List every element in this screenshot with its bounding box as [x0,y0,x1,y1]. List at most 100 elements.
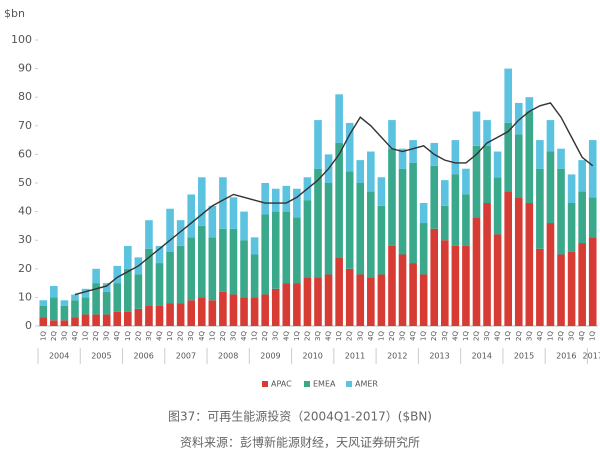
x-tick-label: 2Q [177,331,185,341]
x-tick-label: 1Q [293,331,301,341]
bar-segment [440,240,449,326]
bar-segment [483,120,491,146]
bar-segment [345,122,354,172]
bar-segment [50,285,58,298]
bar-segment [229,228,238,295]
x-tick-label: 1Q [546,331,554,341]
bar-segment [145,248,153,306]
bar-segment [113,283,122,312]
x-tick-label: 4Q [536,331,544,341]
bar-segment [92,283,100,315]
bar-segment [134,274,143,309]
bar-segment [60,300,69,306]
bar-segment [271,288,280,326]
bar-segment [536,140,544,169]
y-tick-label: 20 [18,262,32,275]
x-tick-label: 1Q [39,331,47,341]
x-tick-label: 1Q [420,331,428,341]
x-tick-label: 1Q [124,331,132,341]
trend-line [74,102,594,296]
bar-segment [472,111,481,146]
x-tick-label: 4Q [198,331,206,341]
bar-segment [567,174,576,204]
x-tick-label: 4Q [578,331,586,341]
x-tick-label: 2Q [219,331,227,341]
bar-segment [419,223,428,275]
x-tick-label: 4Q [325,331,333,341]
bar-segment [250,237,259,255]
bar-segment [197,177,206,226]
x-tick-label: 1Q [589,331,597,341]
x-tick-label: 3Q [229,331,237,341]
bar-segment [557,148,565,169]
year-label: 2013 [429,352,449,361]
bar-segment [377,177,386,206]
bar-segment [514,197,523,326]
bar-segment [525,97,534,112]
bar-segment [398,254,407,326]
bar-segment [113,265,122,284]
bar-segment [578,160,586,192]
bar-segment [440,180,449,206]
bar-segment [187,194,196,238]
x-tick-label: 3Q [187,331,195,341]
bar-segment [229,294,238,326]
bar-segment [113,311,122,326]
bar-segment [261,294,269,326]
x-tick-label: 4Q [451,331,459,341]
bar-segment [588,140,597,198]
bar-segment [567,251,576,326]
bar-segment [546,223,555,326]
bar-segment [145,305,153,326]
x-tick-label: 4Q [71,331,79,341]
x-tick-label: 1Q [82,331,90,341]
bar-segment [472,217,481,326]
bar-segment [356,160,365,183]
bar-segment [261,214,269,295]
bar-segment [367,277,375,326]
bar-segment [187,237,196,301]
bar-segment [145,220,153,249]
bar-segment [588,237,597,326]
bar-segment [166,208,174,252]
bar-segment [219,228,227,292]
bar-segment [282,283,291,326]
bar-segment [166,251,174,304]
bar-segment [409,263,417,326]
bar-segment [335,94,343,143]
bar-segment [493,234,502,326]
y-tick-label: 90 [18,62,32,75]
x-tick-label: 3Q [568,331,576,341]
bar-segment [303,200,312,278]
bar-segment [240,297,248,326]
bar-segment [356,183,365,275]
x-tick-label: 2Q [388,331,396,341]
x-tick-label: 2Q [303,331,311,341]
bar-segment [451,174,460,246]
year-label: 2005 [91,352,111,361]
bar-segment [345,268,354,326]
bar-segment [314,120,322,169]
x-tick-label: 3Q [483,331,491,341]
x-tick-label: 1Q [251,331,259,341]
year-label: 2007 [176,352,196,361]
bar-segment [303,277,312,326]
bar-segment [219,177,227,229]
bar-segment [557,168,565,255]
legend-swatch [262,381,268,387]
source: 资料来源：彭博新能源财经，天风证券研究所 [180,435,420,450]
bar-segment [514,134,523,198]
bar-segment [525,111,534,204]
bar-segment [60,305,69,321]
bar-segment [419,203,428,224]
x-tick-label: 2Q [515,331,523,341]
y-tick-label: 0 [25,319,32,332]
bar-segment [197,297,206,326]
x-tick-label: 1Q [504,331,512,341]
legend-swatch [346,381,352,387]
bar-segment [166,303,174,326]
bar-segment [197,225,206,298]
x-tick-label: 3Q [272,331,280,341]
bar-segment [314,168,322,278]
